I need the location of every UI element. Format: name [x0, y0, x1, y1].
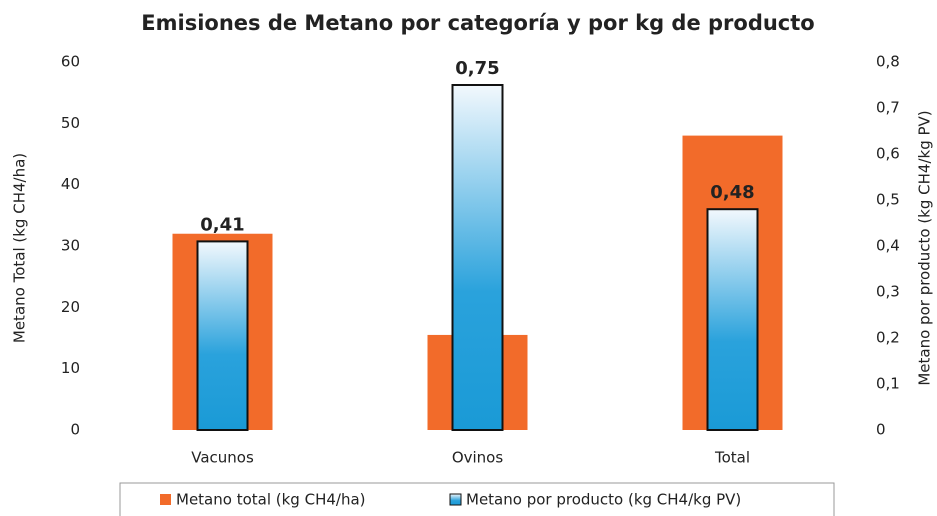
y-tick-label: 20	[61, 298, 80, 316]
y2-tick-label: 0,2	[876, 329, 900, 347]
chart-title: Emisiones de Metano por categoría y por …	[141, 11, 814, 35]
x-tick-label: Total	[714, 449, 750, 467]
legend-box	[119, 482, 835, 516]
y2-tick-label: 0,4	[876, 237, 900, 255]
y2-axis-label: Metano por producto (kg CH4/kg PV)	[916, 110, 934, 385]
y2-tick-label: 0	[876, 421, 886, 439]
legend-swatch	[160, 494, 171, 505]
y2-tick-label: 0,8	[876, 53, 900, 71]
y2-tick-label: 0,6	[876, 145, 900, 163]
data-label: 0,41	[200, 214, 244, 235]
x-tick-label: Vacunos	[191, 449, 254, 467]
legend-label: Metano total (kg CH4/ha)	[176, 491, 366, 509]
x-tick-label: Ovinos	[452, 449, 504, 467]
y-tick-label: 10	[61, 359, 80, 377]
y2-tick-label: 0,1	[876, 375, 900, 393]
bar	[451, 84, 504, 431]
y-tick-label: 50	[61, 114, 80, 132]
y-tick-label: 40	[61, 175, 80, 193]
y2-tick-label: 0,7	[876, 99, 900, 117]
y-tick-label: 0	[70, 421, 80, 439]
bar	[706, 208, 759, 431]
y2-tick-label: 0,5	[876, 191, 900, 209]
data-label: 0,75	[455, 58, 499, 79]
y-axis-label: Metano Total (kg CH4/ha)	[11, 153, 29, 343]
y-tick-label: 30	[61, 237, 80, 255]
bar	[196, 240, 249, 431]
legend-label: Metano por producto (kg CH4/kg PV)	[466, 491, 741, 509]
y-tick-label: 60	[61, 53, 80, 71]
data-label: 0,48	[710, 182, 754, 203]
legend-swatch	[449, 493, 462, 506]
y2-tick-label: 0,3	[876, 283, 900, 301]
